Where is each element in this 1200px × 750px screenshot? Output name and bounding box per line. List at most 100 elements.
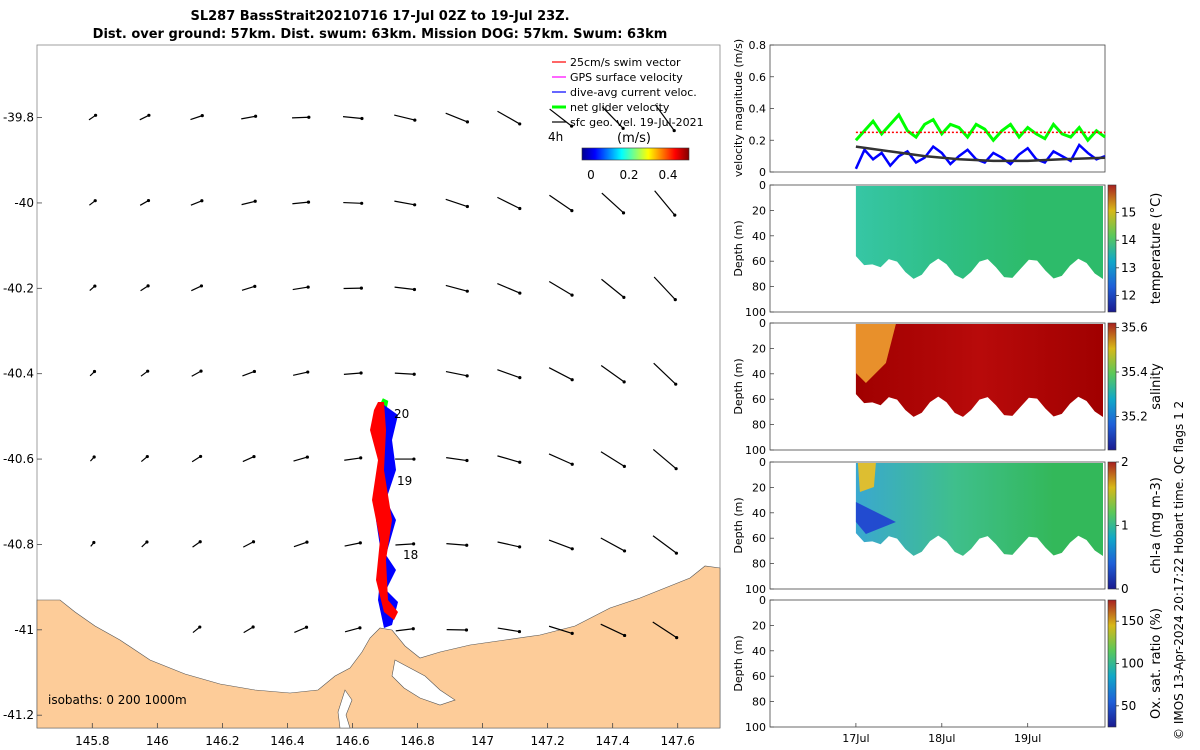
surface-velocity-vector	[497, 283, 522, 295]
profile-colorbar	[1107, 461, 1117, 590]
surface-velocity-vector	[88, 199, 97, 206]
vector-shaft	[600, 365, 625, 383]
surface-velocity-vector	[140, 369, 150, 377]
profile-ylabel: Depth (m)	[732, 497, 745, 553]
vector-shaft	[548, 539, 573, 550]
vector-shaft	[601, 106, 624, 129]
legend-item-sfc-geo: sfc geo. vel. 19-Jul-2021	[552, 116, 704, 129]
profile-colorbar-tick-label: 12	[1121, 288, 1136, 302]
vector-shaft	[497, 455, 520, 463]
vector-head	[518, 206, 522, 211]
vector-shaft	[497, 283, 521, 294]
vector-shaft	[242, 541, 254, 548]
surface-velocity-vector	[293, 455, 309, 462]
surface-velocity-vector	[601, 106, 625, 130]
vector-head	[570, 209, 574, 213]
surface-velocity-vector	[394, 286, 417, 292]
profile-section-data	[855, 186, 1103, 279]
profile-y-tick-label: 100	[745, 583, 766, 596]
vector-shaft	[242, 456, 255, 463]
profile-colorbar-tick-label: 1	[1121, 519, 1129, 533]
surface-velocity-vector	[89, 455, 96, 462]
vector-shaft	[190, 200, 203, 206]
surface-velocity-vector	[190, 114, 204, 121]
surface-velocity-vector	[394, 114, 417, 122]
profile-colorbar-tick-label: 15	[1121, 206, 1136, 220]
vector-head	[93, 284, 97, 288]
profile-ylabel: Depth (m)	[732, 358, 745, 414]
vector-head	[672, 128, 676, 133]
vector-head	[147, 113, 151, 117]
vector-head	[673, 213, 677, 217]
vector-head	[146, 198, 151, 203]
surface-velocity-vector	[343, 371, 363, 375]
surface-velocity-vector	[243, 625, 255, 634]
speed-colorbar-tick: 0.2	[619, 168, 638, 182]
vector-shaft	[548, 280, 573, 296]
vector-head	[200, 199, 204, 203]
day-label-19: 19	[397, 474, 412, 488]
svg-text:GPS surface velocity: GPS surface velocity	[570, 71, 683, 84]
vector-head	[622, 295, 626, 299]
map-y-tick-label: -40.2	[3, 281, 34, 295]
profile-y-tick-label: 60	[752, 670, 766, 683]
surface-velocity-vector	[89, 284, 97, 292]
time-x-tick-label: 18Jul	[928, 732, 955, 745]
svg-text:25cm/s swim vector: 25cm/s swim vector	[570, 56, 681, 69]
vector-shaft	[344, 627, 361, 633]
estuary	[337, 689, 353, 729]
surface-velocity-vector	[242, 540, 256, 548]
vector-head	[306, 285, 310, 289]
profile-y-tick-label: 80	[752, 558, 766, 571]
surface-velocity-vector	[241, 284, 257, 291]
imos-credit: © IMOS 13-Apr-2024 20:17:22 Hobart time.…	[1172, 400, 1186, 740]
surface-velocity-vector	[139, 198, 151, 206]
surface-velocity-vector	[395, 627, 415, 632]
map-x-tick-label: 146.2	[205, 734, 239, 748]
vector-shaft	[139, 114, 150, 121]
legend-item-gps: GPS surface velocity	[552, 71, 683, 84]
profile-panel-salinity: Depth (m) 0 20 40 60 80 100 35.2 35.4 35.6 salinit…	[732, 317, 1164, 457]
velocity-series-line	[854, 112, 1106, 143]
vector-shaft	[600, 451, 625, 467]
surface-velocity-vector	[293, 540, 309, 548]
vector-head	[413, 203, 417, 207]
vector-shaft	[241, 115, 256, 120]
vector-shaft	[292, 286, 309, 291]
vector-shaft	[445, 284, 468, 292]
map-y-tick-label: -40.4	[3, 367, 34, 381]
surface-velocity-vector	[497, 369, 522, 380]
vector-head	[359, 286, 363, 290]
legend-item-net-glider: net glider velocity	[552, 101, 670, 114]
profile-colorbar-tick-label: 35.6	[1121, 320, 1148, 334]
profile-y-tick-label: 0	[759, 317, 766, 330]
surface-velocity-vector	[88, 113, 98, 121]
profile-colorbar-tick-label: 35.4	[1121, 365, 1148, 379]
profile-y-tick-label: 40	[752, 507, 766, 520]
surface-velocity-vector	[190, 199, 204, 206]
vector-shaft	[190, 115, 203, 121]
vector-head	[621, 126, 625, 130]
legend-interval-note: 4h	[548, 130, 563, 144]
surface-velocity-vector	[446, 543, 469, 547]
legend-item-dive-avg: dive-avg current veloc.	[552, 86, 697, 99]
vector-head	[359, 456, 363, 460]
surface-velocity-vector	[344, 456, 363, 461]
vector-shaft	[293, 456, 308, 462]
surface-velocity-vector	[497, 541, 522, 549]
velocity-panel: velocity magnitude (m/s) 0 0.2 0.4 0.6 0.8	[732, 39, 1106, 179]
profile-y-tick-label: 60	[752, 255, 766, 268]
map-x-tick-label: 146	[146, 734, 169, 748]
vector-shaft	[548, 625, 573, 634]
vector-head	[360, 201, 364, 205]
velocity-y-tick-label: 0.6	[749, 71, 767, 84]
map-x-tick-label: 147.6	[661, 734, 695, 748]
vector-head	[673, 298, 677, 302]
surface-velocity-vector	[192, 625, 202, 634]
surface-velocity-vector	[445, 112, 470, 124]
vector-shaft	[445, 198, 468, 208]
surface-velocity-vector	[242, 454, 256, 463]
vector-head	[465, 374, 469, 378]
map-x-tick-label: 147.4	[595, 734, 629, 748]
